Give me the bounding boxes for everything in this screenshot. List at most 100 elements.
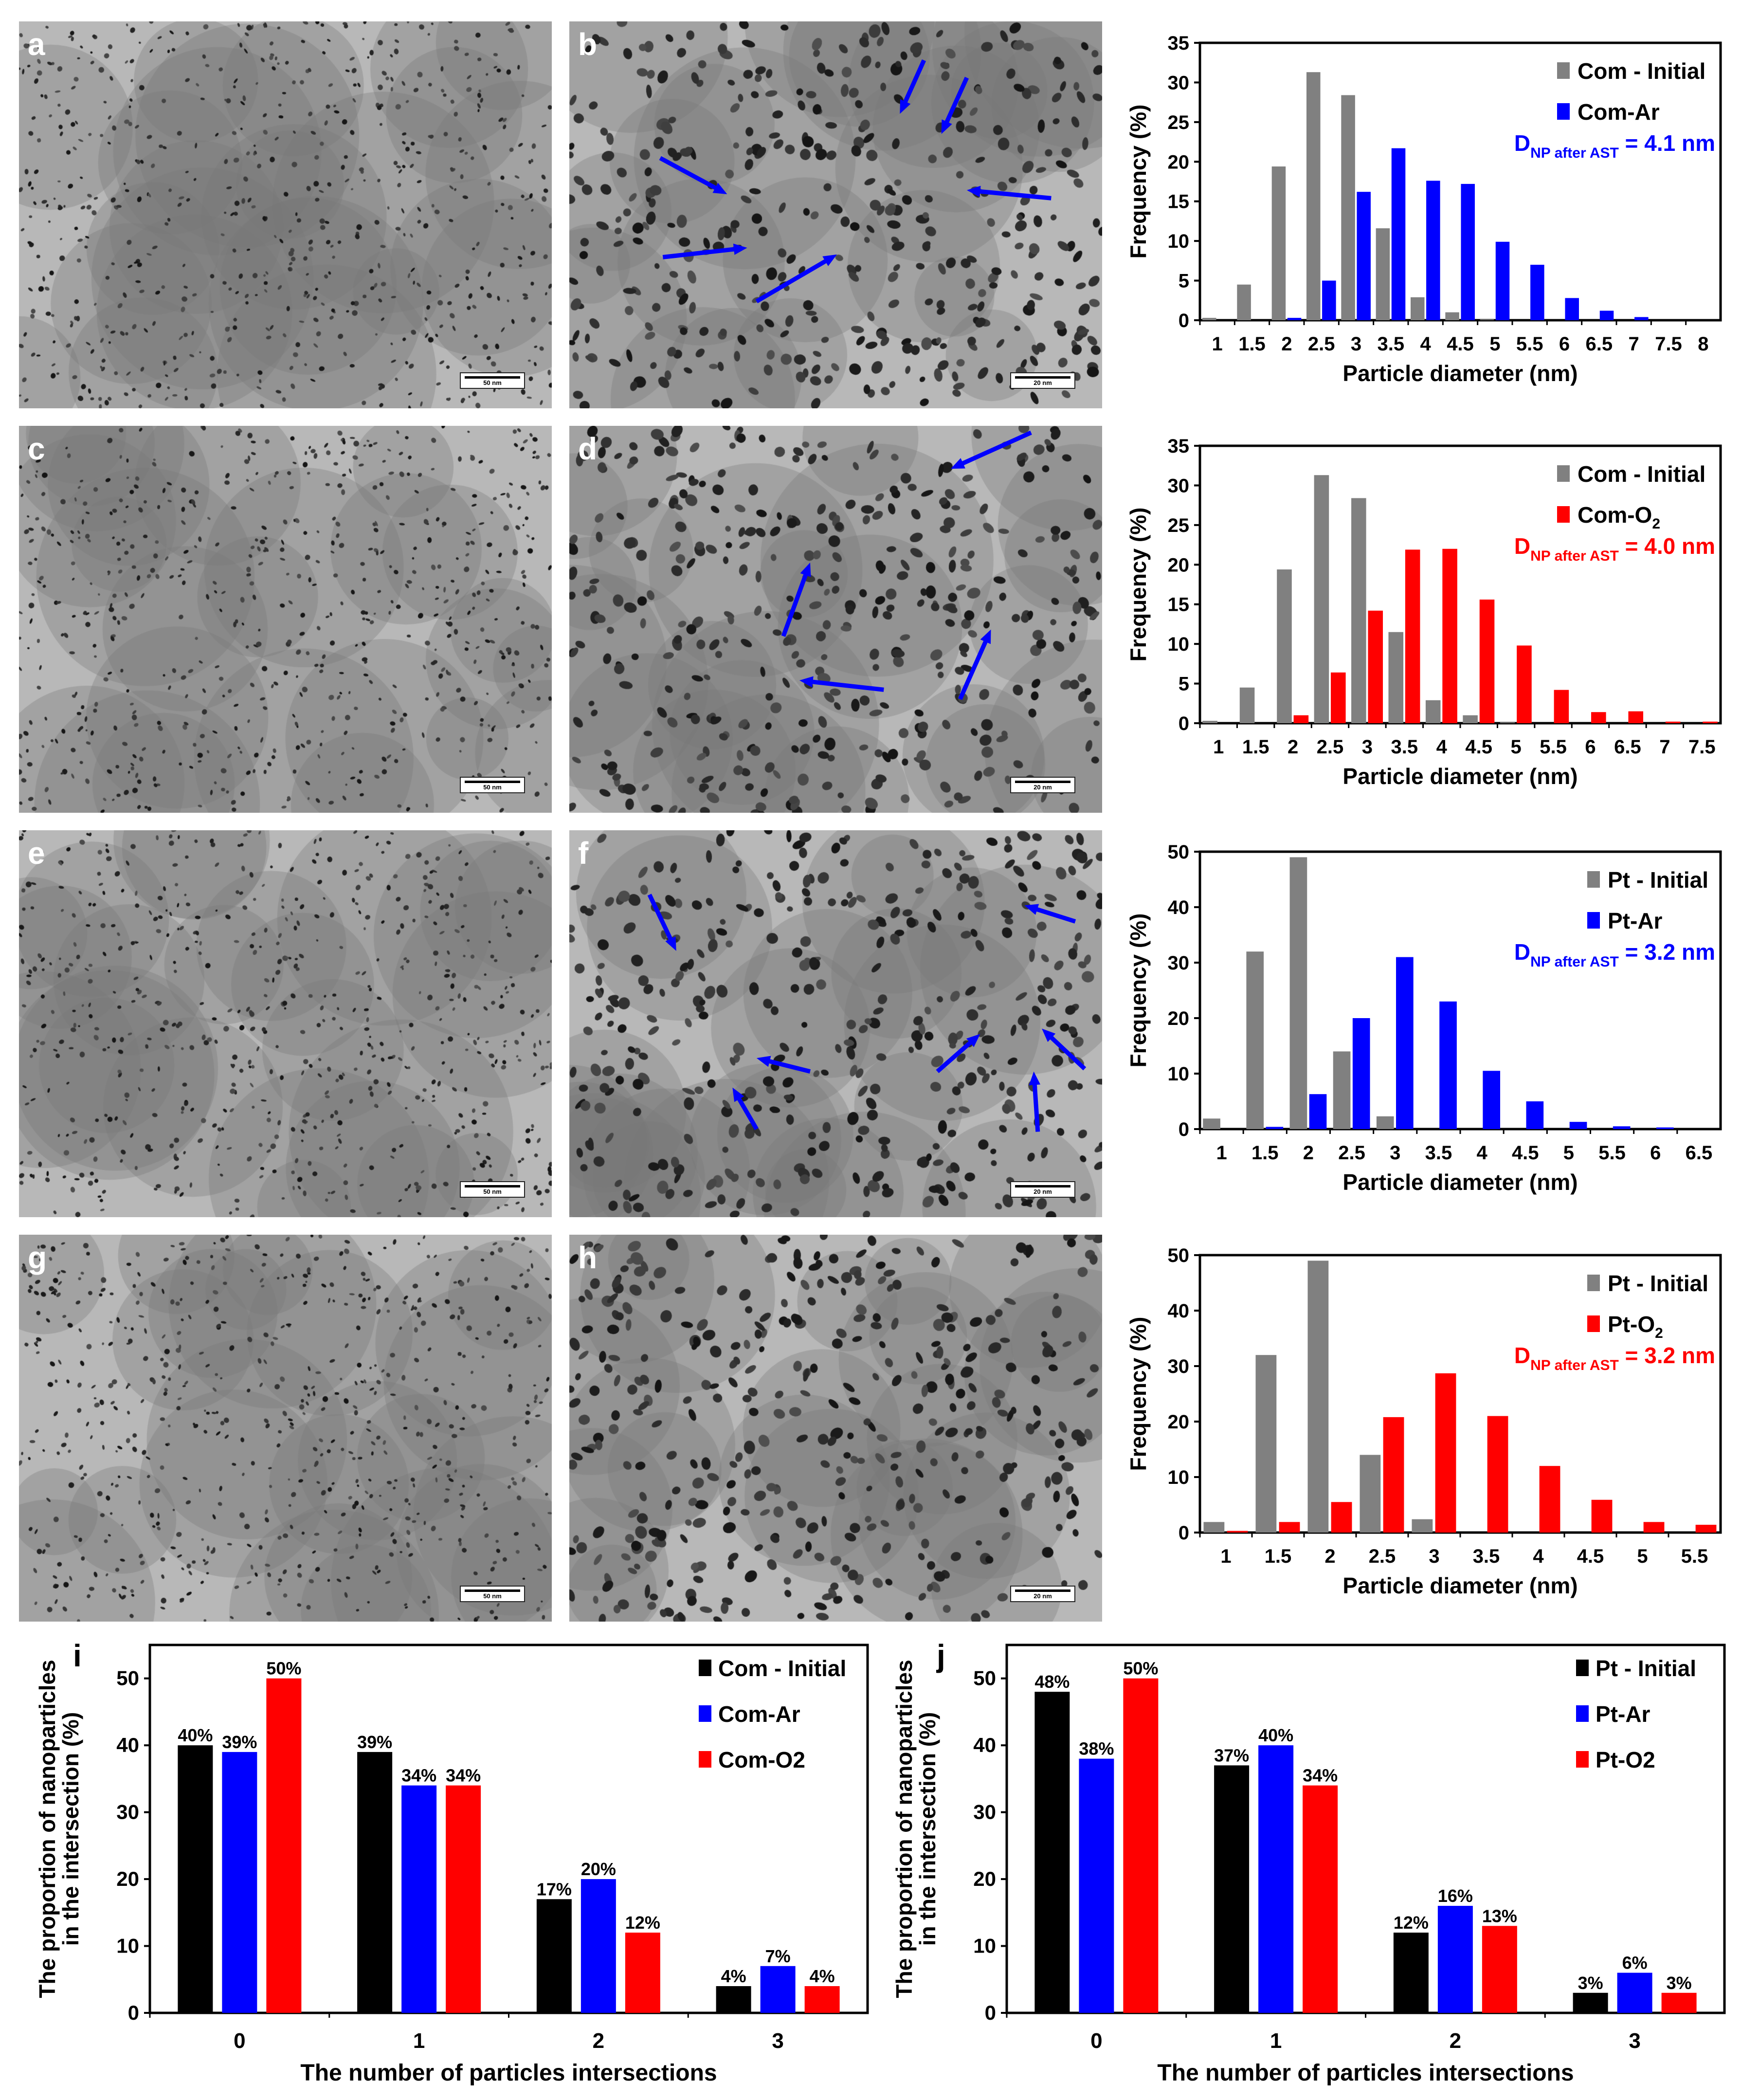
x-tick-label: 4.5 (1512, 1142, 1539, 1164)
arrow-shaft (811, 679, 884, 692)
y-tick-label: 20 (1168, 554, 1190, 576)
y-axis-label: Frequency (%) (1125, 105, 1151, 259)
y-tick-label: 50 (116, 1667, 139, 1690)
x-tick-label: 4 (1420, 333, 1432, 355)
legend-swatch (699, 1751, 711, 1768)
x-tick-label: 2.5 (1308, 333, 1335, 355)
bar-value-label: 39% (222, 1732, 257, 1752)
bar-value-label: 34% (401, 1766, 436, 1786)
bar (1617, 1972, 1652, 2013)
arrow-shaft (1049, 1035, 1087, 1071)
histogram-bar (1333, 1051, 1351, 1129)
histogram-bar (1255, 1355, 1277, 1533)
y-tick-label: 5 (1179, 271, 1189, 292)
annotation-part: NP after AST (1530, 548, 1619, 564)
x-tick-label: 6 (1585, 736, 1596, 758)
bar-value-label: 20% (581, 1859, 616, 1879)
x-tick-label: 5.5 (1681, 1546, 1708, 1567)
y-tick-label: 10 (1168, 1063, 1190, 1085)
x-tick-label: 3.5 (1378, 333, 1405, 355)
legend-swatch (1576, 1660, 1589, 1676)
plot-frame (148, 1643, 869, 2014)
histogram-bar (1628, 711, 1644, 723)
bar-value-label: 50% (266, 1659, 301, 1679)
tem-micrograph (19, 1235, 552, 1622)
x-tick-label: 5.5 (1516, 333, 1543, 355)
arrow-shaft (755, 258, 828, 304)
x-tick-label: 5 (1563, 1142, 1574, 1164)
scale-bar-label: 20 nm (1034, 1592, 1052, 1600)
panel-letter: b (578, 27, 598, 62)
scale-bar: 20 nm (1010, 777, 1075, 793)
mean-diameter-annotation: DNP after AST = 4.1 nm (1514, 130, 1715, 161)
histogram-bar (1539, 1466, 1560, 1533)
histogram-bar (1412, 1519, 1433, 1533)
y-tick-label: 20 (1168, 151, 1190, 173)
x-tick-label: 3.5 (1391, 736, 1418, 758)
arrow-icon (756, 1056, 811, 1074)
y-tick-label: 30 (1168, 952, 1190, 974)
histogram-bar (1293, 715, 1309, 723)
arrow-head (941, 119, 952, 134)
arrow-head (1029, 1071, 1041, 1085)
bar-value-label: 3% (1667, 1973, 1692, 1993)
x-tick-label: 6 (1650, 1142, 1661, 1164)
panel-letter: h (578, 1240, 598, 1275)
arrow-shaft (1034, 907, 1076, 924)
arrow-icon (799, 676, 884, 692)
x-tick-label: 1 (1213, 736, 1224, 758)
legend-swatch (1576, 1705, 1589, 1722)
bar (446, 1785, 481, 2013)
legend-swatch (1587, 912, 1600, 929)
y-tick-label: 10 (973, 1935, 996, 1957)
scale-bar: 20 nm (1010, 1586, 1075, 1602)
histogram-bar (1331, 672, 1346, 723)
annotation-part: D (1514, 130, 1530, 156)
y-tick-label: 40 (1168, 1300, 1190, 1322)
x-tick-label: 5 (1489, 333, 1500, 355)
y-tick-label: 35 (1168, 33, 1190, 54)
legend-label: Com - Initial (1578, 461, 1705, 487)
arrow-shaft (978, 189, 1052, 201)
histogram-bar (1480, 319, 1494, 320)
arrow-head (799, 676, 814, 688)
arrow-shaft (1032, 1083, 1040, 1132)
tem-image-f: f 20 nm (569, 830, 1102, 1217)
bar (1079, 1758, 1114, 2013)
x-tick-label: 4 (1533, 1546, 1544, 1567)
annotation-part: = 4.0 nm (1619, 533, 1715, 559)
histogram-bar (1383, 1417, 1404, 1533)
histogram-bar (1487, 1416, 1508, 1533)
y-tick-label: 10 (116, 1935, 139, 1957)
x-tick-label: 2 (593, 2029, 604, 2053)
histogram-bar (1360, 1455, 1381, 1533)
arrow-icon (659, 156, 727, 195)
arrow-icon (781, 562, 811, 637)
y-tick-label: 25 (1168, 515, 1190, 536)
y-tick-label: 50 (1168, 1245, 1190, 1266)
plot-frame (1005, 1643, 1726, 2014)
legend-swatch (1557, 465, 1570, 482)
x-tick-label: 2.5 (1317, 736, 1344, 758)
y-tick-label: 15 (1168, 594, 1190, 616)
histogram-bar (1435, 1373, 1456, 1533)
y-tick-label: 20 (116, 1867, 139, 1890)
bar-value-label: 38% (1079, 1739, 1114, 1759)
histogram-bar (1396, 957, 1414, 1129)
tem-micrograph (19, 21, 552, 408)
x-tick-label: 7.5 (1655, 333, 1682, 355)
bar-value-label: 17% (537, 1879, 572, 1899)
bar (357, 1752, 393, 2013)
y-tick-label: 0 (1179, 1119, 1189, 1140)
y-tick-label: 0 (1179, 310, 1189, 331)
bar-value-label: 40% (178, 1725, 213, 1745)
legend-label: Com-Ar (1578, 99, 1660, 125)
mean-diameter-annotation: DNP after AST = 3.2 nm (1514, 1343, 1715, 1373)
x-tick-label: 5.5 (1540, 736, 1567, 758)
x-tick-label: 6.5 (1586, 333, 1613, 355)
histogram-bar (1461, 183, 1475, 320)
histogram-bar (1279, 1522, 1300, 1533)
histogram-bar (1495, 241, 1510, 320)
arrow-icon (732, 1087, 759, 1131)
x-tick-label: 1.5 (1251, 1142, 1279, 1164)
